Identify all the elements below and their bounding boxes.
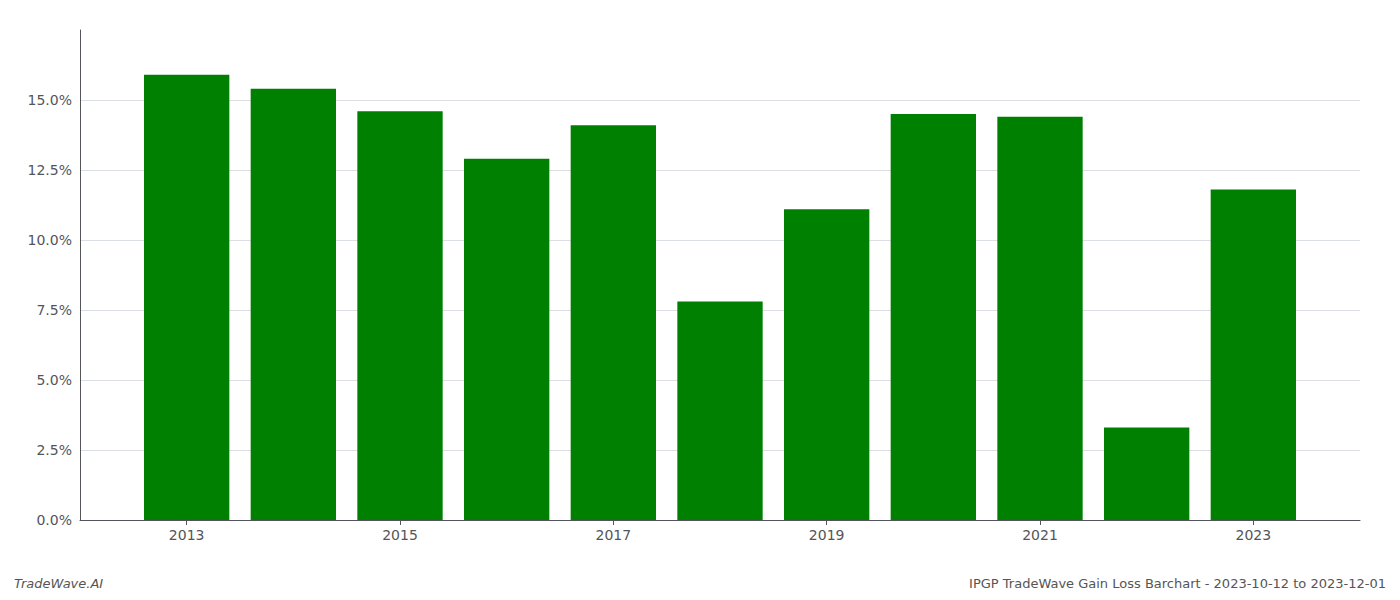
- svg-text:2013: 2013: [169, 527, 205, 543]
- svg-text:IPGP TradeWave Gain Loss Barch: IPGP TradeWave Gain Loss Barchart - 2023…: [969, 576, 1386, 591]
- svg-text:12.5%: 12.5%: [28, 162, 72, 178]
- svg-text:2.5%: 2.5%: [36, 442, 72, 458]
- svg-text:2023: 2023: [1236, 527, 1272, 543]
- svg-text:2015: 2015: [382, 527, 418, 543]
- svg-text:2019: 2019: [809, 527, 845, 543]
- svg-text:5.0%: 5.0%: [36, 372, 72, 388]
- svg-text:2017: 2017: [596, 527, 632, 543]
- svg-text:10.0%: 10.0%: [28, 232, 72, 248]
- svg-text:0.0%: 0.0%: [36, 512, 72, 528]
- svg-text:2021: 2021: [1022, 527, 1058, 543]
- svg-text:7.5%: 7.5%: [36, 302, 72, 318]
- svg-text:15.0%: 15.0%: [28, 92, 72, 108]
- svg-text:TradeWave.AI: TradeWave.AI: [14, 576, 103, 591]
